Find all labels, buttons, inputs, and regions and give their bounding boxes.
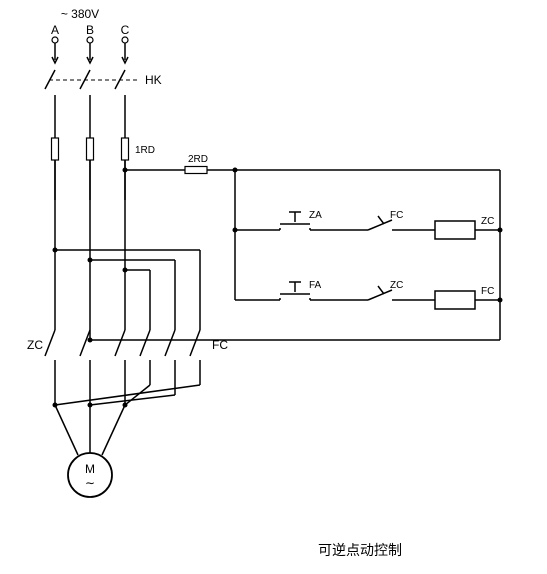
nc-fc-label: FC — [390, 210, 403, 221]
coil-fc-label: FC — [481, 286, 494, 297]
main-fc-label: FC — [212, 338, 228, 352]
coil-zc-label: ZC — [481, 216, 494, 227]
knife-switch-label: HK — [145, 73, 162, 87]
nc-zc-label: ZC — [390, 280, 403, 291]
button-za-label: ZA — [309, 210, 322, 221]
phase-label-B: B — [86, 23, 94, 37]
caption: 可逆点动控制 — [318, 543, 402, 559]
fuse2-label: 2RD — [188, 154, 208, 165]
motor-label: M — [85, 462, 95, 476]
button-fa-label: FA — [309, 280, 322, 291]
phase-label-A: A — [51, 23, 59, 37]
main-zc-label: ZC — [27, 338, 43, 352]
svg-text:∼: ∼ — [85, 476, 95, 490]
phase-label-C: C — [121, 23, 130, 37]
supply-voltage: ~ 380V — [61, 7, 99, 21]
fuse1-label: 1RD — [135, 145, 155, 156]
